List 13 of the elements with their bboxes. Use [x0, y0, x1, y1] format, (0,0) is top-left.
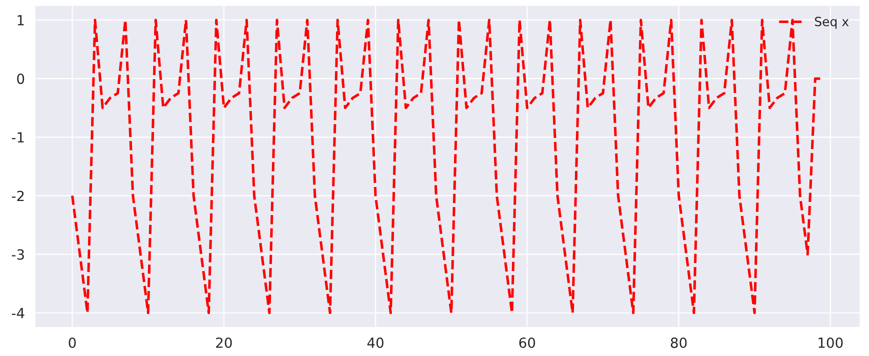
y-tick-label: -4 [12, 308, 24, 318]
x-tick-label: 100 [818, 337, 843, 348]
y-tick-label: -1 [12, 132, 24, 142]
x-tick-label: 40 [367, 337, 384, 348]
legend-label: Seq x [814, 16, 849, 29]
y-tick-label: 0 [17, 74, 24, 84]
y-tick-label: -3 [12, 249, 24, 260]
x-tick-label: 0 [68, 337, 76, 348]
y-tick-label: 1 [18, 15, 24, 26]
x-tick-label: 20 [216, 337, 232, 348]
x-tick-label: 60 [519, 337, 536, 348]
y-tick-label: -2 [12, 190, 24, 201]
x-tick-label: 80 [670, 337, 687, 348]
